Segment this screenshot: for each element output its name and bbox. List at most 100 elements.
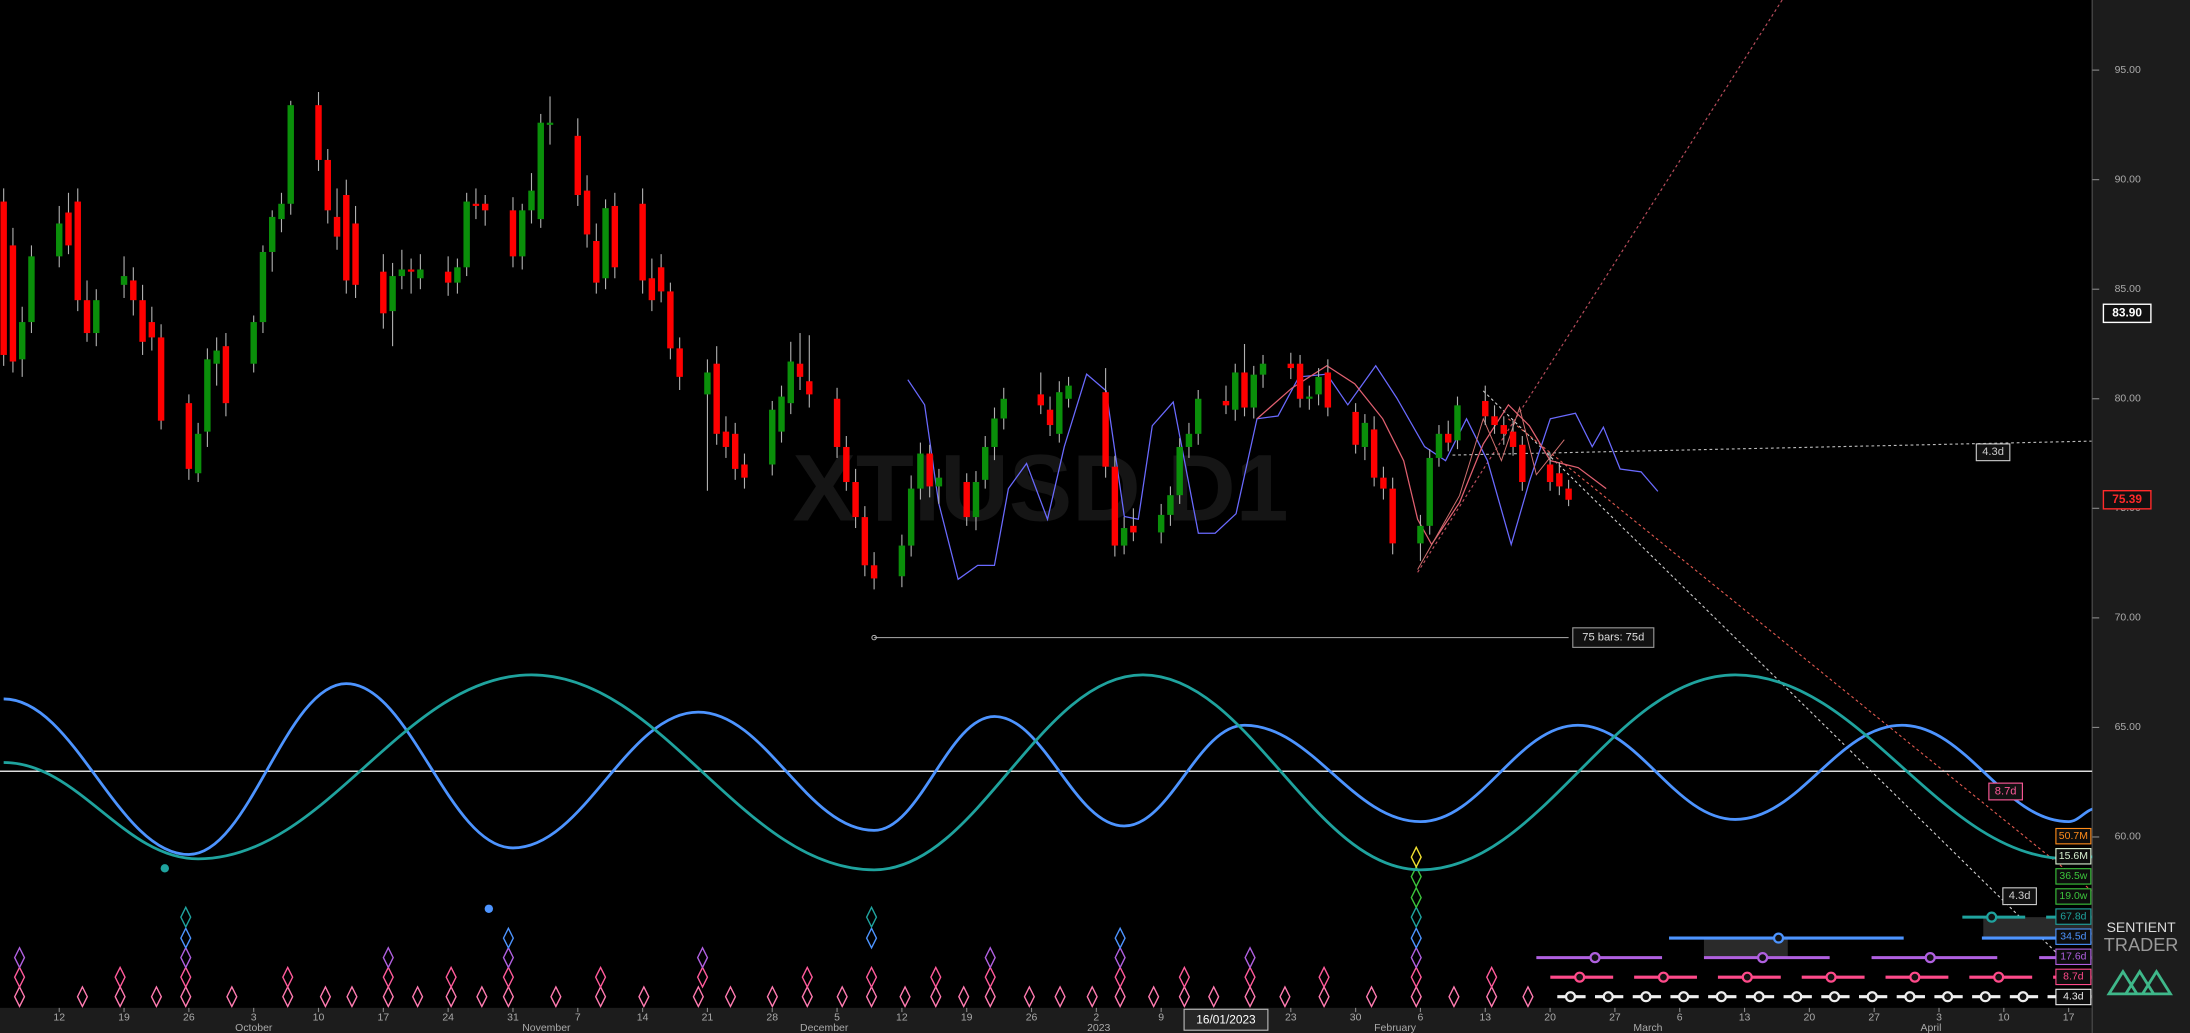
candle-body bbox=[407, 269, 415, 272]
phase-diamond bbox=[226, 985, 238, 1008]
phase-diamond bbox=[1279, 985, 1291, 1008]
candle-body bbox=[1509, 431, 1517, 447]
x-tick-label: 2 bbox=[1093, 1012, 1099, 1023]
logo: SENTIENT TRADER bbox=[2104, 919, 2178, 996]
candle-body bbox=[130, 280, 137, 301]
phase-dot bbox=[160, 864, 169, 873]
candle-body bbox=[333, 216, 341, 237]
candle-body bbox=[1361, 422, 1369, 447]
price-marker-box bbox=[2102, 490, 2152, 510]
candle-body bbox=[1380, 477, 1387, 489]
bars-label: 75 bars: 75d bbox=[1582, 632, 1644, 644]
x-tick-label: 28 bbox=[766, 1012, 778, 1023]
cycle-legend-box bbox=[2055, 948, 2092, 966]
phase-diamond bbox=[1410, 886, 1422, 909]
candle-body bbox=[528, 190, 535, 211]
candle-body bbox=[259, 251, 267, 323]
candle-body bbox=[1500, 425, 1507, 434]
phase-diamond bbox=[984, 946, 996, 969]
candle-body bbox=[268, 216, 276, 252]
candle-body bbox=[1546, 464, 1554, 483]
phase-diamond bbox=[1244, 965, 1256, 989]
candle-body bbox=[509, 210, 517, 257]
candle-body bbox=[741, 464, 748, 478]
candle-body bbox=[343, 195, 350, 281]
plot-area: 75 bars: 75d bbox=[0, 92, 2093, 872]
candle-body bbox=[843, 446, 850, 483]
tool-node bbox=[1924, 952, 1936, 964]
y-tick-label: 95.00 bbox=[2115, 65, 2141, 76]
x-tick-label: 17 bbox=[2063, 1012, 2075, 1023]
x-tick-label: 24 bbox=[442, 1012, 454, 1023]
candle-body bbox=[1157, 514, 1165, 533]
phase-diamond bbox=[282, 965, 294, 989]
phase-diamond bbox=[836, 985, 848, 1008]
phase-diamond bbox=[502, 926, 515, 950]
cycle-legend-label: 50.7M bbox=[2059, 831, 2088, 842]
x-tick-label: 3 bbox=[1936, 1012, 1942, 1023]
candle-body bbox=[1259, 363, 1267, 375]
tool-node bbox=[1825, 971, 1837, 983]
phase-diamond bbox=[1410, 965, 1422, 989]
phase-diamond bbox=[180, 946, 192, 969]
candle-body bbox=[204, 359, 211, 432]
phase-diamond bbox=[1178, 985, 1191, 1008]
candle-body bbox=[1185, 433, 1193, 447]
cycle-legend-label: 67.8d bbox=[2060, 911, 2086, 922]
candle-body bbox=[796, 363, 804, 377]
candle-body bbox=[28, 256, 35, 323]
phase-diamond bbox=[1147, 985, 1160, 1008]
phase-diamond bbox=[502, 965, 515, 989]
x-tick-label: 13 bbox=[1739, 1012, 1751, 1023]
candle-body bbox=[731, 433, 739, 469]
candle-body bbox=[787, 361, 794, 404]
candle-body bbox=[185, 403, 193, 469]
cycle-tag: 4.3d bbox=[2009, 890, 2031, 902]
phase-diamond bbox=[445, 965, 457, 989]
cycle-legend-box bbox=[2055, 827, 2092, 845]
tool-node bbox=[1828, 991, 1841, 1003]
x-tick-label: 23 bbox=[1285, 1012, 1297, 1023]
y-tick-label: 80.00 bbox=[2115, 394, 2141, 405]
cursor-date: 16/01/2023 bbox=[1196, 1013, 1256, 1027]
candle-body bbox=[1417, 525, 1424, 544]
phase-diamond bbox=[1178, 965, 1191, 989]
candle-body bbox=[667, 291, 674, 349]
phase-diamond bbox=[319, 985, 332, 1008]
candle-body bbox=[83, 300, 91, 334]
phase-diamond bbox=[1410, 946, 1422, 969]
projection-line bbox=[1417, 405, 1565, 570]
phase-diamond bbox=[724, 985, 737, 1008]
cycle-tag: 8.7d bbox=[1995, 785, 2017, 797]
phase-diamond bbox=[180, 965, 192, 989]
x-tick-label: 27 bbox=[1609, 1012, 1621, 1023]
tool-node bbox=[1564, 991, 1577, 1003]
candle-body bbox=[287, 105, 294, 204]
phase-diamond bbox=[984, 985, 996, 1008]
candle-body bbox=[926, 453, 933, 487]
candle-body bbox=[1250, 374, 1257, 408]
phase-diamond bbox=[696, 965, 709, 989]
phase-diamond bbox=[282, 985, 294, 1008]
phase-diamond bbox=[550, 985, 562, 1008]
x-month-label: February bbox=[1374, 1023, 1417, 1033]
phase-diamond bbox=[502, 985, 515, 1008]
cycle-legend-box bbox=[2055, 968, 2092, 986]
y-tick-label: 60.00 bbox=[2115, 832, 2141, 843]
cycle-legend-label: 36.5w bbox=[2059, 871, 2087, 882]
tool-node bbox=[1715, 991, 1727, 1003]
candle-body bbox=[1306, 396, 1313, 399]
phase-diamond bbox=[1410, 926, 1422, 950]
candle-body bbox=[1130, 525, 1137, 533]
candle-body bbox=[1482, 400, 1489, 417]
candle-body bbox=[18, 322, 26, 360]
phase-diamond bbox=[865, 965, 878, 989]
phase-diamond bbox=[594, 965, 607, 989]
cycle-legend-label: 8.7d bbox=[2063, 972, 2084, 983]
candle-body bbox=[769, 409, 776, 465]
phase-diamond bbox=[1410, 985, 1422, 1008]
x-tick-label: 20 bbox=[1804, 1012, 1816, 1023]
candle-body bbox=[9, 245, 17, 362]
phase-diamond bbox=[1318, 985, 1330, 1008]
